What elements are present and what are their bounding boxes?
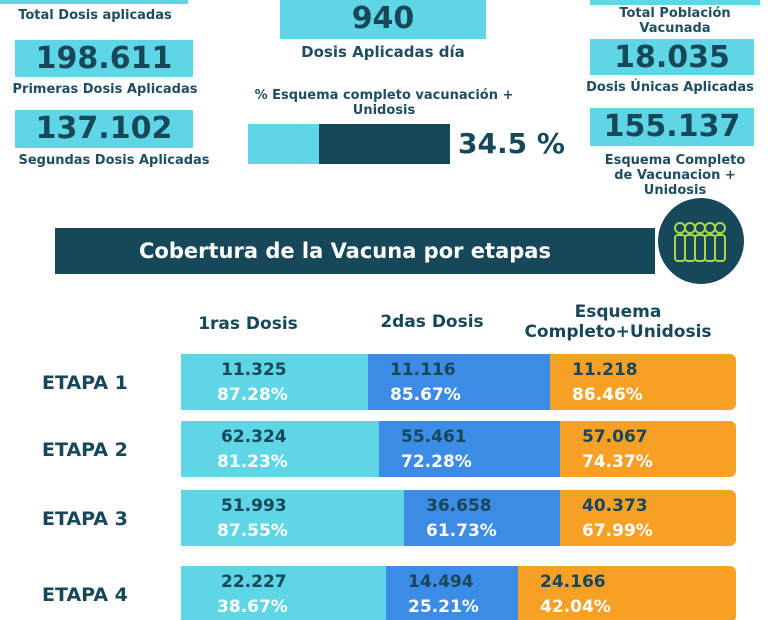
stage-second-doses-percent: 72.28%: [401, 452, 472, 472]
stage-cell-second-doses: 14.494 25.21%: [386, 566, 518, 620]
scheme-progress-fill: [318, 124, 450, 164]
stage-complete-scheme-percent: 67.99%: [582, 521, 653, 541]
stage-first-doses-percent: 38.67%: [217, 597, 288, 617]
total-vaccinated-label: Total Población Vacunada: [619, 6, 731, 36]
stage-cell-first-doses: 11.325 87.28%: [181, 354, 368, 410]
stage-cell-first-doses: 51.993 87.55%: [181, 490, 404, 546]
stage-complete-scheme-percent: 42.04%: [540, 597, 611, 617]
stage-cell-complete-scheme: 24.166 42.04%: [518, 566, 736, 620]
second-doses-label: Segundas Dosis Aplicadas: [18, 153, 210, 168]
column-header-first-doses: 1ras Dosis: [198, 314, 298, 334]
stage-cell-complete-scheme: 57.067 74.37%: [560, 421, 736, 477]
complete-scheme-label: Esquema Completo de Vacunacion + Unidosi…: [604, 153, 746, 198]
total-doses-label: Total Dosis aplicadas: [18, 8, 172, 23]
stage-cell-first-doses: 62.324 81.23%: [181, 421, 379, 477]
stage-second-doses-percent: 85.67%: [390, 385, 461, 405]
stage-cell-second-doses: 55.461 72.28%: [379, 421, 560, 477]
total-doses-value-box: [0, 0, 188, 4]
unique-doses-label: Dosis Únicas Aplicadas: [586, 80, 754, 95]
stage-complete-scheme-count: 40.373: [582, 496, 648, 516]
coverage-banner-title: Cobertura de la Vacuna por etapas: [139, 239, 551, 263]
stage-label: ETAPA 3: [42, 508, 128, 530]
stage-second-doses-count: 11.116: [390, 360, 456, 380]
total-vaccinated-value-box: [590, 0, 760, 5]
stage-second-doses-count: 36.658: [426, 496, 492, 516]
daily-doses-label: Dosis Aplicadas día: [301, 43, 465, 61]
unique-doses-value: 18.035: [590, 39, 754, 75]
stage-second-doses-percent: 61.73%: [426, 521, 497, 541]
second-doses-value: 137.102: [15, 110, 193, 148]
scheme-progress-bar: [248, 124, 450, 164]
scheme-progress-value: 34.5 %: [458, 127, 565, 160]
daily-doses-value: 940: [280, 0, 486, 39]
stage-first-doses-count: 11.325: [221, 360, 287, 380]
stage-complete-scheme-count: 24.166: [540, 572, 606, 592]
coverage-banner: [55, 228, 655, 274]
first-doses-value: 198.611: [15, 40, 193, 77]
stage-first-doses-count: 51.993: [221, 496, 287, 516]
column-header-complete-scheme: Esquema Completo+Unidosis: [524, 302, 712, 342]
stage-complete-scheme-percent: 74.37%: [582, 452, 653, 472]
stage-cell-second-doses: 11.116 85.67%: [368, 354, 550, 410]
stage-second-doses-percent: 25.21%: [408, 597, 479, 617]
complete-scheme-value: 155.137: [590, 108, 754, 146]
column-header-second-doses: 2das Dosis: [380, 312, 484, 332]
stage-complete-scheme-count: 57.067: [582, 427, 648, 447]
first-doses-label: Primeras Dosis Aplicadas: [12, 82, 198, 97]
stage-first-doses-percent: 87.28%: [217, 385, 288, 405]
stage-label: ETAPA 2: [42, 439, 128, 461]
stage-cell-first-doses: 22.227 38.67%: [181, 566, 386, 620]
people-group-icon: [658, 198, 744, 284]
stage-second-doses-count: 55.461: [401, 427, 467, 447]
stage-cell-complete-scheme: 40.373 67.99%: [560, 490, 736, 546]
stage-first-doses-count: 22.227: [221, 572, 287, 592]
stage-cell-complete-scheme: 11.218 86.46%: [550, 354, 736, 410]
stage-first-doses-percent: 87.55%: [217, 521, 288, 541]
stage-first-doses-count: 62.324: [221, 427, 287, 447]
scheme-percent-label: % Esquema completo vacunación + Unidosis: [254, 88, 514, 118]
stage-complete-scheme-count: 11.218: [572, 360, 638, 380]
stage-label: ETAPA 4: [42, 584, 128, 606]
stage-cell-second-doses: 36.658 61.73%: [404, 490, 560, 546]
stage-second-doses-count: 14.494: [408, 572, 474, 592]
stage-label: ETAPA 1: [42, 372, 128, 394]
stage-complete-scheme-percent: 86.46%: [572, 385, 643, 405]
stage-first-doses-percent: 81.23%: [217, 452, 288, 472]
